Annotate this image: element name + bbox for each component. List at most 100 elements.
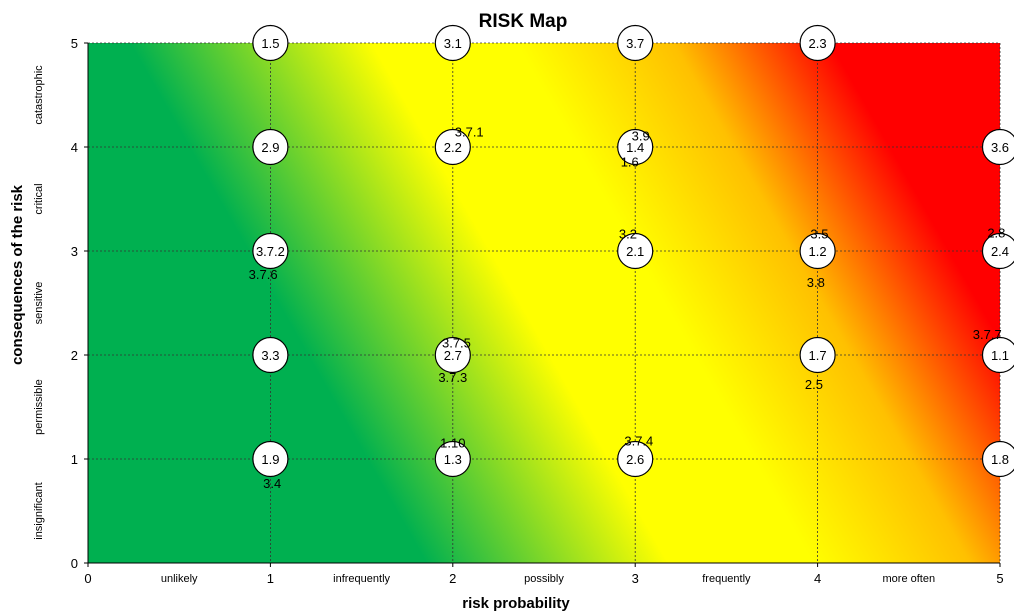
risk-point-label: 3.6 — [991, 140, 1009, 155]
risk-point-marker — [981, 440, 1014, 478]
risk-annotation: 3.2 — [619, 226, 637, 241]
x-category-labels: unlikely infrequently possibly frequently mo… — [161, 573, 935, 585]
risk-point: 1.8 — [981, 440, 1014, 478]
risk-point-marker — [617, 232, 654, 270]
risk-point-marker — [617, 128, 654, 166]
risk-point-marker — [252, 440, 289, 478]
y-tick-label: 0 — [71, 556, 78, 571]
x-category-label: more often — [883, 573, 936, 585]
risk-point-marker — [434, 128, 471, 166]
risk-point: 2.9 — [252, 128, 289, 166]
risk-point: 1.9 — [252, 440, 289, 478]
risk-point: 3.7 — [617, 24, 654, 62]
risk-point: 2.6 — [617, 440, 654, 478]
risk-point-label: 2.7 — [444, 348, 462, 363]
risk-point: 1.3 — [434, 440, 471, 478]
risk-point: 2.4 — [981, 232, 1014, 270]
x-tick-label: 3 — [632, 571, 639, 586]
risk-point-label: 1.9 — [261, 452, 279, 467]
x-category-label: unlikely — [161, 573, 198, 585]
risk-annotation: 3.7.4 — [624, 433, 653, 448]
chart-title: RISK Map — [479, 11, 568, 32]
risk-point: 1.2 — [799, 232, 836, 270]
risk-point-label: 1.3 — [444, 452, 462, 467]
risk-annotation: 3.7.3 — [438, 370, 467, 385]
risk-annotation: 2.5 — [805, 377, 823, 392]
y-tick-label: 4 — [71, 140, 78, 155]
risk-point: 2.1 — [617, 232, 654, 270]
risk-point-marker — [799, 336, 836, 374]
risk-point: 3.6 — [981, 128, 1014, 166]
y-category-label: critical — [33, 183, 45, 214]
risk-point-label: 2.6 — [626, 452, 644, 467]
risk-point-label: 3.7 — [626, 36, 644, 51]
x-tick-label: 5 — [996, 571, 1003, 586]
x-category-label: infrequently — [333, 573, 390, 585]
risk-point-marker — [252, 336, 289, 374]
risk-point: 1.4 — [617, 128, 654, 166]
risk-annotation: 3.9 — [632, 129, 650, 144]
risk-point: 2.2 — [434, 128, 471, 166]
risk-point: 1.7 — [799, 336, 836, 374]
x-tick-label: 0 — [84, 571, 91, 586]
x-category-label: possibly — [524, 573, 564, 585]
risk-point-label: 1.4 — [626, 140, 644, 155]
risk-point-marker — [981, 336, 1014, 374]
risk-annotation: 2.8 — [987, 225, 1005, 240]
y-axis-title: consequences of the risk — [9, 184, 26, 365]
risk-point-label: 1.1 — [991, 348, 1009, 363]
risk-annotation: 3.7.7 — [973, 327, 1002, 342]
risk-point-marker — [252, 128, 289, 166]
risk-annotation: 1.6 — [621, 155, 639, 170]
risk-annotation: 3.7.1 — [455, 124, 484, 139]
x-category-label: frequently — [702, 573, 751, 585]
risk-point-marker — [434, 440, 471, 478]
risk-point-marker — [617, 24, 654, 62]
y-tick-label: 1 — [71, 452, 78, 467]
x-tick-label: 1 — [267, 571, 274, 586]
risk-annotation: 1.10 — [440, 435, 465, 450]
risk-point-marker — [252, 24, 289, 62]
risk-point-label: 3.1 — [444, 36, 462, 51]
y-category-label: catastrophic — [33, 65, 45, 125]
y-tick-label: 2 — [71, 348, 78, 363]
y-category-label: insignificant — [33, 482, 45, 539]
y-tick-label: 5 — [71, 36, 78, 51]
risk-point-label: 2.4 — [991, 244, 1009, 259]
y-category-labels: insignificant permissible sensitive critica… — [33, 65, 45, 540]
risk-point-label: 1.7 — [809, 348, 827, 363]
x-axis-title: risk probability — [462, 595, 570, 612]
y-tick-labels: 0 1 2 3 4 5 — [71, 36, 88, 571]
risk-point-label: 1.8 — [991, 452, 1009, 467]
x-tick-labels: 0 1 2 3 4 5 — [84, 563, 1004, 586]
risk-point-marker — [799, 24, 836, 62]
y-tick-label: 3 — [71, 244, 78, 259]
risk-point: 3.1 — [434, 24, 471, 62]
risk-point-label: 2.9 — [261, 140, 279, 155]
risk-point: 2.7 — [434, 336, 471, 374]
x-tick-label: 2 — [449, 571, 456, 586]
risk-point-label: 3.3 — [261, 348, 279, 363]
risk-points: 1.5 3.1 3.7 2.3 2.9 2.2 1.4 3.6 3.7.2 2.1 1.2 2.4 3.… — [252, 24, 1014, 478]
risk-point-label: 1.5 — [261, 36, 279, 51]
plot-area-background — [88, 43, 1000, 563]
risk-point: 3.7.2 — [252, 232, 289, 270]
x-tick-label: 4 — [814, 571, 821, 586]
risk-point-marker — [617, 440, 654, 478]
risk-annotation: 3.8 — [807, 275, 825, 290]
y-category-label: permissible — [33, 379, 45, 435]
risk-point-marker — [981, 232, 1014, 270]
risk-annotation: 3.7.5 — [442, 336, 471, 351]
y-category-label: sensitive — [33, 282, 45, 325]
risk-point: 3.3 — [252, 336, 289, 374]
risk-point-label: 2.2 — [444, 140, 462, 155]
risk-point-label: 2.1 — [626, 244, 644, 259]
risk-point-marker — [799, 232, 836, 270]
risk-point: 1.5 — [252, 24, 289, 62]
risk-point-label: 3.7.2 — [256, 244, 285, 259]
risk-point: 1.1 — [981, 336, 1014, 374]
risk-annotation: 3.7.6 — [249, 267, 278, 282]
risk-point-label: 1.2 — [809, 244, 827, 259]
risk-point-marker — [434, 24, 471, 62]
